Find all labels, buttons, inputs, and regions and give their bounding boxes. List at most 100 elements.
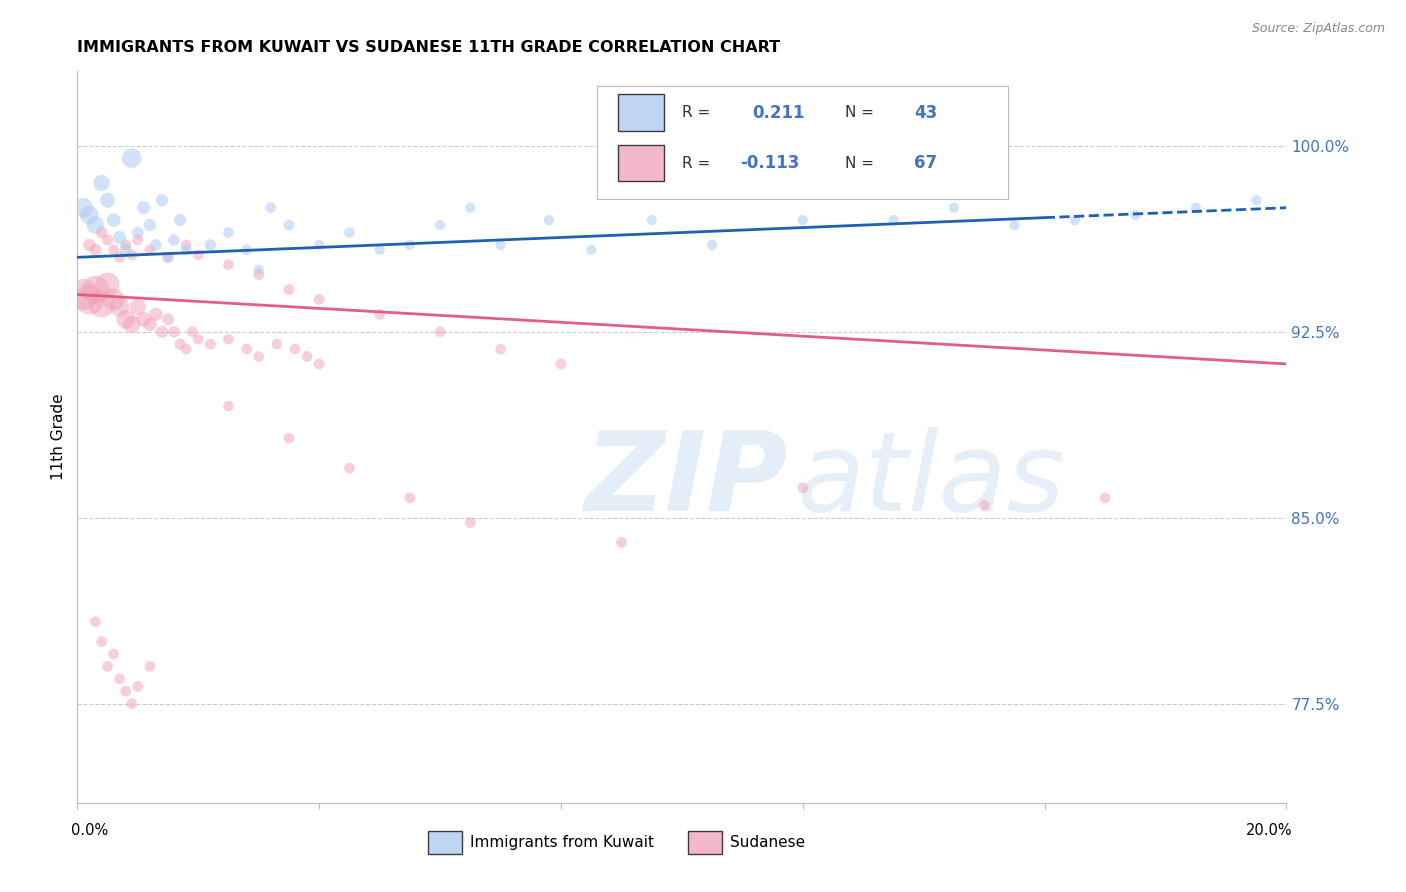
Point bbox=[121, 318, 143, 332]
Text: N =: N = bbox=[845, 156, 879, 170]
Point bbox=[103, 293, 125, 307]
Point bbox=[235, 342, 257, 356]
Point bbox=[163, 233, 186, 247]
Text: 0.0%: 0.0% bbox=[72, 822, 108, 838]
Point bbox=[96, 194, 118, 208]
Point bbox=[187, 332, 209, 346]
Point bbox=[1246, 194, 1268, 208]
Point bbox=[337, 226, 360, 240]
Point bbox=[218, 332, 240, 346]
Point bbox=[96, 277, 118, 292]
Text: 0.211: 0.211 bbox=[752, 103, 804, 121]
Point bbox=[150, 325, 173, 339]
Point bbox=[284, 342, 307, 356]
Point bbox=[103, 647, 125, 661]
Point bbox=[942, 201, 965, 215]
Point bbox=[399, 238, 422, 252]
Point bbox=[218, 226, 240, 240]
Point bbox=[139, 218, 162, 232]
Point bbox=[79, 293, 101, 307]
Point bbox=[235, 243, 257, 257]
Point bbox=[72, 201, 94, 215]
Point bbox=[458, 516, 481, 530]
Text: N =: N = bbox=[845, 105, 879, 120]
Point bbox=[163, 325, 186, 339]
Point bbox=[114, 243, 136, 257]
Point bbox=[610, 535, 633, 549]
Point bbox=[84, 218, 107, 232]
Text: Immigrants from Kuwait: Immigrants from Kuwait bbox=[470, 835, 654, 850]
Point bbox=[114, 238, 136, 252]
Point bbox=[84, 283, 107, 297]
Point bbox=[139, 318, 162, 332]
Point bbox=[169, 337, 191, 351]
Text: 43: 43 bbox=[914, 103, 938, 121]
Point bbox=[90, 226, 112, 240]
Point bbox=[368, 243, 391, 257]
Point bbox=[1064, 213, 1087, 227]
Point bbox=[121, 697, 143, 711]
Point bbox=[84, 243, 107, 257]
Text: Sudanese: Sudanese bbox=[730, 835, 806, 850]
Point bbox=[174, 342, 197, 356]
Point bbox=[108, 230, 131, 244]
Text: IMMIGRANTS FROM KUWAIT VS SUDANESE 11TH GRADE CORRELATION CHART: IMMIGRANTS FROM KUWAIT VS SUDANESE 11TH … bbox=[77, 40, 780, 55]
Point bbox=[139, 243, 162, 257]
Point bbox=[108, 672, 131, 686]
Text: 67: 67 bbox=[914, 154, 938, 172]
Point bbox=[157, 250, 180, 264]
Point bbox=[157, 250, 180, 264]
Point bbox=[308, 238, 330, 252]
Point bbox=[458, 201, 481, 215]
Point bbox=[792, 213, 814, 227]
Point bbox=[278, 283, 301, 297]
Point bbox=[792, 481, 814, 495]
Point bbox=[1004, 218, 1026, 232]
FancyBboxPatch shape bbox=[427, 830, 461, 854]
Point bbox=[200, 337, 222, 351]
Point bbox=[90, 634, 112, 648]
Point bbox=[90, 176, 112, 190]
Point bbox=[127, 300, 149, 314]
Point bbox=[266, 337, 288, 351]
Point bbox=[103, 243, 125, 257]
Point bbox=[247, 268, 270, 282]
Point bbox=[308, 357, 330, 371]
Point bbox=[174, 238, 197, 252]
Point bbox=[641, 213, 664, 227]
Point bbox=[702, 238, 724, 252]
Text: 20.0%: 20.0% bbox=[1246, 822, 1292, 838]
Point bbox=[200, 238, 222, 252]
Point bbox=[72, 287, 94, 301]
Point bbox=[1123, 208, 1146, 222]
Point bbox=[79, 208, 101, 222]
Point bbox=[145, 238, 167, 252]
Point bbox=[108, 250, 131, 264]
Point bbox=[96, 233, 118, 247]
Point bbox=[1184, 201, 1206, 215]
Text: Source: ZipAtlas.com: Source: ZipAtlas.com bbox=[1251, 22, 1385, 36]
Point bbox=[169, 213, 191, 227]
Point bbox=[550, 357, 572, 371]
Point bbox=[108, 300, 131, 314]
Point bbox=[121, 248, 143, 262]
Point bbox=[1094, 491, 1116, 505]
Point bbox=[90, 297, 112, 311]
Point bbox=[883, 213, 905, 227]
Point bbox=[308, 293, 330, 307]
Point bbox=[174, 243, 197, 257]
Point bbox=[121, 151, 143, 165]
Point bbox=[114, 684, 136, 698]
Point bbox=[247, 350, 270, 364]
Point bbox=[218, 258, 240, 272]
Y-axis label: 11th Grade: 11th Grade bbox=[51, 393, 66, 481]
Point bbox=[278, 218, 301, 232]
Text: R =: R = bbox=[682, 105, 716, 120]
Point bbox=[145, 307, 167, 321]
Text: -0.113: -0.113 bbox=[740, 154, 800, 172]
Point bbox=[337, 461, 360, 475]
Point bbox=[247, 262, 270, 277]
Point bbox=[132, 312, 155, 326]
Point bbox=[127, 226, 149, 240]
FancyBboxPatch shape bbox=[617, 145, 664, 181]
